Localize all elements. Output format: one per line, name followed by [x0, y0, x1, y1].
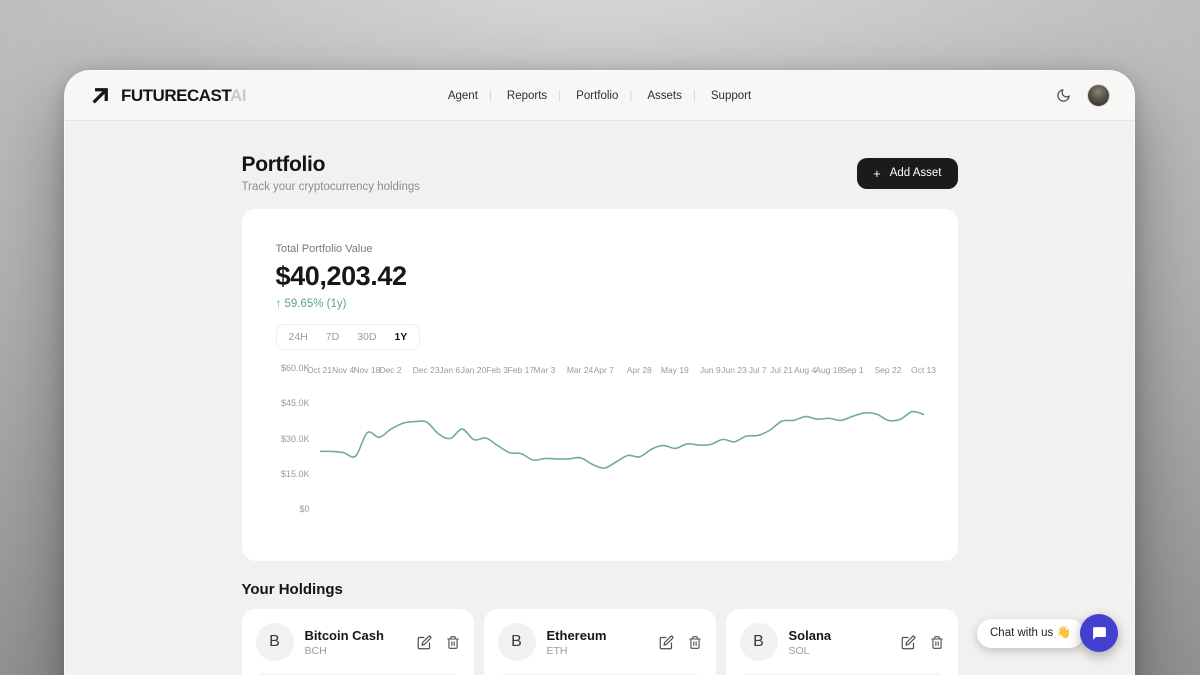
x-tick-label: Oct 21 [306, 365, 333, 375]
brand-name: FUTURECASTAI [121, 85, 247, 105]
x-tick-label: Mar 3 [533, 365, 556, 375]
add-asset-label: Add Asset [889, 167, 942, 179]
y-tick-label: $30.0K [280, 433, 310, 444]
holding-card-bitcoin-cash: B Bitcoin Cash BCH AI Score: -1 (Slightl… [241, 609, 474, 675]
holding-card-solana: B Solana SOL AI Score: -1 (Slightly Bear… [725, 609, 958, 675]
y-tick-label: $0 [299, 504, 310, 514]
chart-area: $60.0K $45.0K $30.0K $15.0K $0 Oct 21 Nov 4 No… [276, 362, 936, 517]
page-subtitle: Track your cryptocurrency holdings [241, 181, 421, 193]
range-selector: 24H 7D 30D 1Y [275, 324, 421, 350]
logo-arrow-up-right-icon [89, 84, 112, 107]
coin-icon: B [255, 623, 294, 661]
x-tick-label: Nov 18 [353, 365, 381, 375]
nav-item-agent[interactable]: Agent [446, 86, 505, 106]
ai-score-pill: AI Score: -1 (Slightly Bearish) +4 [739, 673, 944, 675]
edit-icon [659, 635, 674, 650]
range-tab-7d[interactable]: 7D [325, 331, 340, 343]
trash-icon [930, 635, 944, 650]
coin-icon: B [739, 623, 778, 661]
nav-item-assets[interactable]: Assets [645, 86, 709, 106]
page-header: Portfolio Track your cryptocurrency hold… [242, 153, 958, 193]
theme-toggle-button[interactable] [1056, 88, 1071, 103]
plus-icon: + [873, 165, 881, 181]
portfolio-change-badge: ↑ 59.65% (1y) [275, 298, 347, 310]
x-tick-label: Apr 7 [593, 365, 614, 375]
coin-symbol: BCH [304, 644, 327, 657]
nav-right-controls [1056, 84, 1110, 107]
holdings-title: Your Holdings [241, 581, 343, 598]
coin-symbol: ETH [546, 644, 568, 657]
chat-with-us-pill[interactable]: Chat with us 👋 [977, 619, 1084, 648]
chat-bubble-icon [1091, 625, 1108, 642]
range-tab-24h[interactable]: 24H [288, 331, 308, 343]
y-tick-label: $60.0K [280, 363, 310, 373]
x-tick-label: Apr 28 [626, 365, 652, 375]
trash-icon [688, 635, 702, 650]
x-tick-label: Jul 7 [748, 365, 767, 375]
chat-fab-button[interactable] [1080, 614, 1118, 652]
x-tick-label: Dec 2 [379, 365, 402, 375]
x-tick-label: Jun 23 [721, 365, 747, 375]
nav-item-reports[interactable]: Reports [505, 86, 574, 106]
edit-asset-button[interactable] [417, 635, 432, 650]
portfolio-line [320, 412, 924, 469]
x-tick-label: Jul 21 [770, 365, 793, 375]
x-tick-label: Jan 6 [439, 365, 461, 375]
x-tick-label: Jan 20 [460, 365, 487, 375]
x-tick-label: Feb 3 [486, 365, 509, 375]
x-tick-label: Jun 9 [699, 365, 721, 375]
coin-name: Ethereum [546, 627, 607, 643]
ai-score-pill: AI Score: -1 (Slightly Bearish) [255, 673, 460, 675]
y-tick-label: $45.0K [280, 398, 310, 409]
edit-icon [901, 635, 916, 650]
x-tick-label: Sep 22 [874, 365, 902, 375]
chart-plot: Oct 21 Nov 4 Nov 18 Dec 2 Dec 23 Jan 6 Jan 20 F… [307, 362, 936, 517]
chart-y-axis: $60.0K $45.0K $30.0K $15.0K $0 [276, 362, 320, 517]
chart-x-axis: Oct 21 Nov 4 Nov 18 Dec 2 Dec 23 Jan 6 Jan 20 F… [307, 365, 936, 379]
brand-logo[interactable]: FUTURECASTAI [89, 84, 246, 107]
moon-icon [1056, 88, 1071, 103]
coin-name: Bitcoin Cash [304, 627, 384, 643]
user-avatar[interactable] [1087, 84, 1110, 107]
app-window: FUTURECASTAI Agent Reports Portfolio Ass… [64, 70, 1135, 675]
edit-asset-button[interactable] [659, 635, 674, 650]
page-title: Portfolio [241, 153, 326, 176]
holding-card-ethereum: B Ethereum ETH AI Score: -4 (Slightly Be… [483, 609, 716, 675]
ai-score-pill: AI Score: -4 (Slightly Bearish) +1 [497, 673, 702, 675]
delete-asset-button[interactable] [688, 635, 702, 650]
x-tick-label: Nov 4 [332, 365, 355, 375]
y-tick-label: $15.0K [280, 468, 310, 479]
coin-symbol: SOL [788, 644, 810, 657]
trash-icon [446, 635, 460, 650]
x-tick-label: Dec 23 [412, 365, 440, 375]
total-portfolio-value-label: Total Portfolio Value [275, 243, 373, 255]
x-tick-label: Feb 17 [507, 365, 535, 375]
coin-name: Solana [788, 627, 832, 643]
range-tab-1y[interactable]: 1Y [394, 331, 408, 343]
x-tick-label: Sep 1 [841, 365, 864, 375]
main-nav: Agent Reports Portfolio Assets Support [446, 71, 753, 121]
x-tick-label: Aug 4 [793, 365, 817, 375]
add-asset-button[interactable]: + Add Asset [857, 157, 958, 189]
nav-item-support[interactable]: Support [710, 90, 752, 102]
range-tab-30d[interactable]: 30D [357, 331, 377, 343]
main-content: Portfolio Track your cryptocurrency hold… [241, 153, 958, 675]
top-nav: FUTURECASTAI Agent Reports Portfolio Ass… [65, 71, 1134, 121]
x-tick-label: Oct 13 [910, 365, 937, 375]
nav-item-portfolio[interactable]: Portfolio [574, 86, 645, 106]
chart-svg [320, 362, 924, 517]
x-tick-label: Aug 18 [815, 365, 843, 375]
edit-asset-button[interactable] [901, 635, 916, 650]
portfolio-value-card: Total Portfolio Value $40,203.42 ↑ 59.65… [241, 209, 958, 561]
delete-asset-button[interactable] [446, 635, 460, 650]
brand-suffix: AI [229, 85, 247, 105]
holdings-grid: B Bitcoin Cash BCH AI Score: -1 (Slightl… [241, 609, 958, 675]
x-tick-label: May 19 [660, 365, 689, 375]
delete-asset-button[interactable] [930, 635, 944, 650]
total-portfolio-value: $40,203.42 [275, 261, 408, 291]
edit-icon [417, 635, 432, 650]
x-tick-label: Mar 24 [566, 365, 594, 375]
coin-icon: B [497, 623, 536, 661]
